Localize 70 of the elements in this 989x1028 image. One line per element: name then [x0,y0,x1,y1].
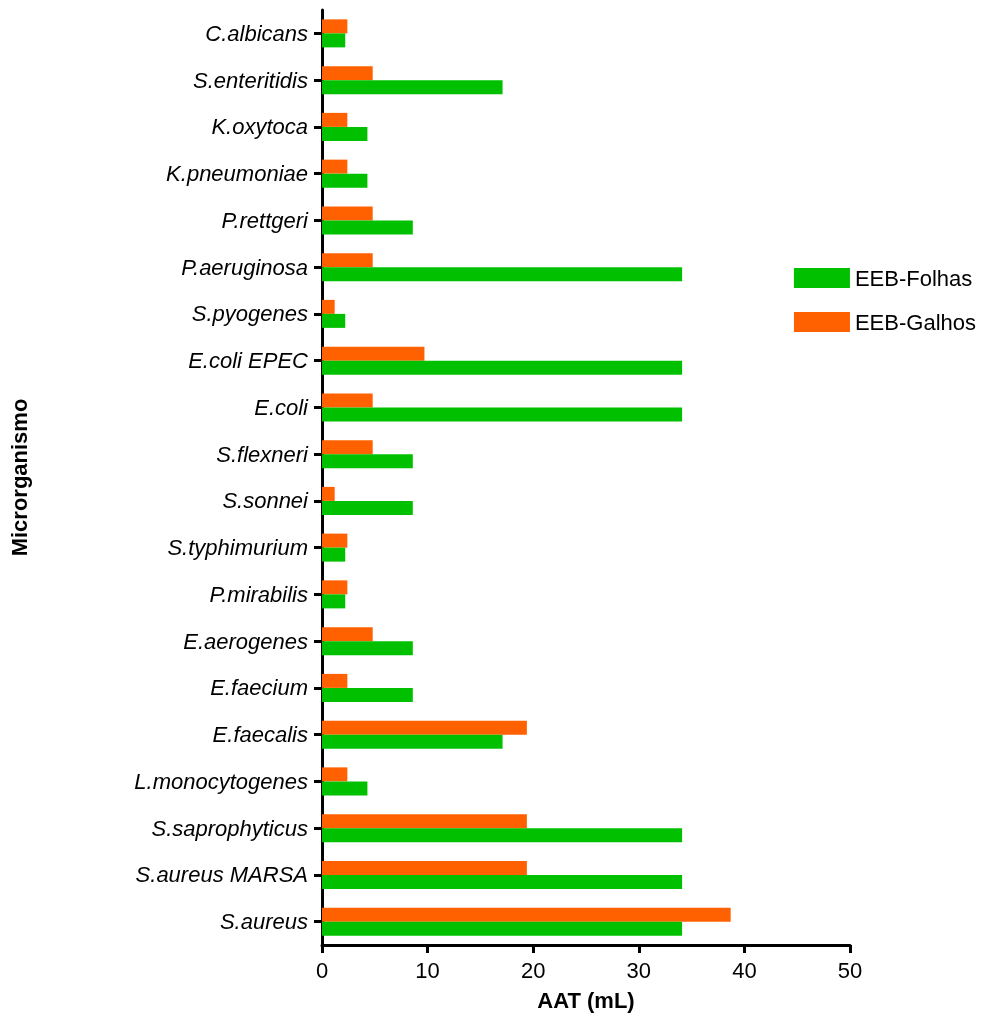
y-tick-label: S.typhimurium [167,535,308,561]
bar [322,253,373,268]
x-tick-label: 0 [315,957,329,983]
bar [322,440,373,455]
bar [322,673,348,688]
y-tick-label: P.aeruginosa [181,254,308,280]
y-tick-label: S.aureus [219,909,308,935]
bar [322,360,683,375]
x-axis-title: AAT (mL) [537,987,635,1013]
bar [322,687,413,702]
bar [322,781,368,796]
x-tick-label: 30 [626,957,652,983]
bar [322,627,373,642]
x-tick-label: 50 [837,957,863,983]
bar [322,734,503,749]
y-tick-label: S.saprophyticus [151,815,308,841]
y-tick-label: K.pneumoniae [166,161,308,187]
y-tick-label: S.pyogenes [191,301,308,327]
bar [322,860,527,875]
y-tick-label: E.faecium [210,675,308,701]
bar [322,173,368,188]
y-tick-label: E.aerogenes [183,628,308,654]
bar [322,500,413,515]
bar [322,594,346,609]
y-axis-title: Microrganismo [6,398,32,557]
bar [322,80,503,95]
bar [322,641,413,656]
bar [322,19,348,34]
y-tick-label: S.aureus MARSA [135,862,308,888]
bar [322,407,683,422]
bar [322,159,348,174]
x-tick-label: 20 [520,957,546,983]
legend-label: EEB-Folhas [854,265,973,291]
legend-label: EEB-Galhos [854,309,977,335]
bar [322,66,373,81]
y-tick-label: P.rettgeri [221,207,310,233]
bar [322,486,335,501]
bar [322,547,346,562]
y-tick-label: S.flexneri [216,441,310,467]
y-tick-label: E.faecalis [212,722,308,748]
bar [322,33,346,48]
y-tick-label: P.mirabilis [209,581,308,607]
bar [322,814,527,829]
y-tick-label: K.oxytoca [211,114,308,140]
bar [322,720,527,735]
bar [322,767,348,782]
bar [322,393,373,408]
bar [322,126,368,141]
bar [322,921,683,936]
bar [322,454,413,469]
y-tick-label: E.coli [254,394,310,420]
x-tick-label: 40 [732,957,757,983]
bar [322,313,346,328]
bar [322,874,683,889]
y-tick-label: S.enteritidis [193,67,308,93]
bar [322,220,413,235]
bar [322,580,348,595]
y-tick-label: S.sonnei [222,488,310,514]
y-tick-label: L.monocytogenes [134,768,308,794]
bar [322,533,348,548]
bar [322,267,683,282]
bar [322,346,425,361]
bar [322,907,731,922]
bar [322,828,683,843]
bar [322,112,348,127]
y-tick-label: C.albicans [205,20,308,46]
x-tick-label: 10 [415,957,440,983]
y-tick-label: E.coli EPEC [188,348,309,374]
bar [322,206,373,221]
bar [322,299,335,314]
